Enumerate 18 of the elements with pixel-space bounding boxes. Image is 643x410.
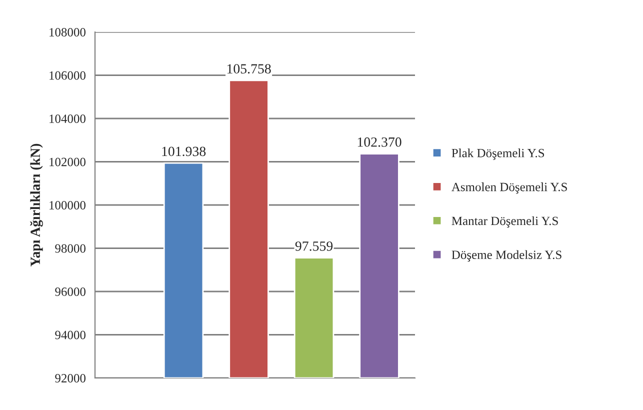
legend-label: Asmolen Döşemeli Y.S: [452, 182, 567, 194]
y-tick-label: 106000: [50, 71, 86, 80]
data-label: 105.758: [227, 64, 271, 74]
y-tick-label: 98000: [55, 244, 86, 253]
y-tick-label: 100000: [50, 201, 86, 210]
y-tick-label: 108000: [50, 28, 86, 36]
y-tick-label: 94000: [55, 330, 86, 340]
legend-label: Mantar Döşemeli Y.S: [452, 216, 558, 228]
y-axis-title: Yapı Ağırlıkları (kN): [30, 144, 43, 266]
y-tick-label: 96000: [55, 288, 86, 296]
legend-label: Döşeme Modelsiz Y.S: [452, 250, 562, 262]
legend-label: Plak Döşemeli Y.S: [452, 148, 544, 160]
y-tick-label: 104000: [50, 114, 86, 123]
y-tick-label: 102000: [50, 158, 86, 166]
data-label: 97.559: [295, 241, 333, 251]
y-tick-label: 92000: [55, 374, 86, 382]
data-label: 101.938: [162, 146, 206, 156]
data-label: 102.370: [358, 137, 402, 147]
